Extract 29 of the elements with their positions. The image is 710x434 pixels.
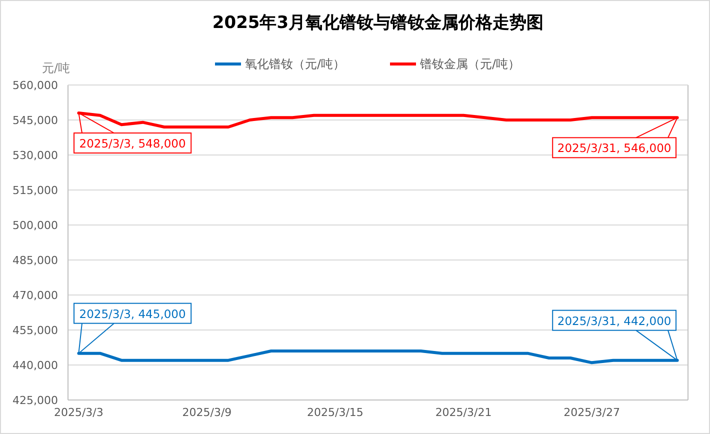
callout: 2025/3/3, 548,000 [74, 112, 192, 154]
line-series [77, 350, 679, 364]
annotation: 2025/3/31, 442,000 [557, 314, 672, 328]
annotation: 2025/3/3, 548,000 [79, 136, 186, 150]
callout: 2025/3/3, 445,000 [74, 302, 192, 355]
y-tick-label: 440,000 [12, 359, 58, 372]
legend-label: 镨钕金属（元/吨） [419, 57, 520, 71]
callout: 2025/3/31, 546,000 [552, 116, 678, 158]
y-tick-label: 560,000 [12, 79, 58, 92]
chart-title: 2025年3月氧化镨钕与镨钕金属价格走势图 [212, 13, 544, 33]
y-tick-label: 425,000 [12, 394, 58, 407]
x-tick-label: 2025/3/21 [435, 406, 492, 419]
x-tick-label: 2025/3/9 [182, 406, 232, 419]
legend-label: 氧化镨钕（元/吨） [245, 57, 346, 71]
annotation: 2025/3/31, 546,000 [557, 141, 672, 156]
annotation: 2025/3/3, 445,000 [79, 306, 186, 321]
y-tick-label: 455,000 [12, 324, 58, 337]
y-tick-label: 500,000 [12, 219, 58, 232]
y-tick-label: 515,000 [12, 184, 58, 197]
callout: 2025/3/31, 442,000 [552, 310, 678, 362]
x-tick-label: 2025/3/15 [307, 406, 364, 419]
line-series [77, 112, 679, 128]
x-tick-label: 2025/3/27 [564, 406, 620, 419]
y-axis-title: 元/吨 [42, 61, 70, 75]
x-tick-label: 2025/3/3 [54, 406, 104, 419]
y-tick-label: 485,000 [12, 254, 58, 267]
y-tick-label: 530,000 [12, 149, 58, 162]
y-tick-label: 470,000 [12, 289, 58, 302]
y-tick-label: 545,000 [12, 114, 58, 127]
